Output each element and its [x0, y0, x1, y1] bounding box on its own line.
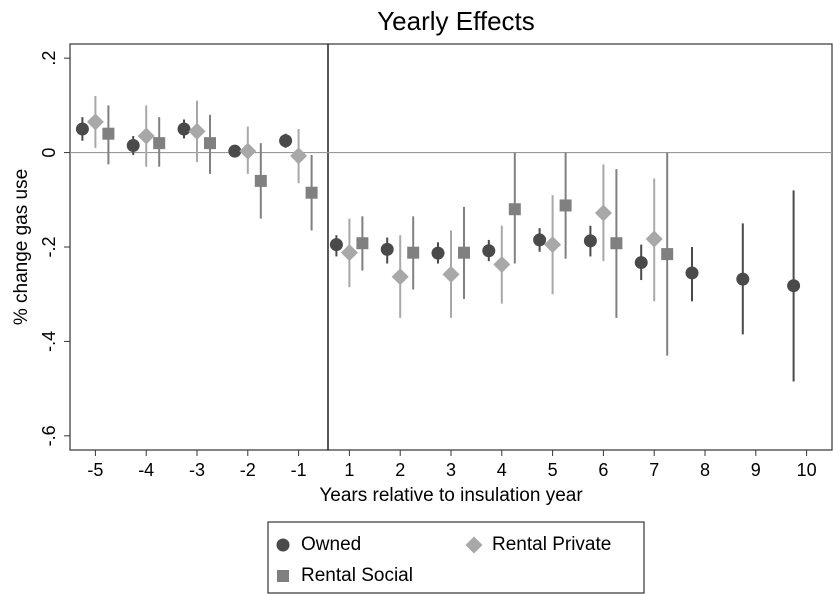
point [544, 236, 562, 254]
x-tick-label: 5 [548, 460, 558, 480]
point [228, 144, 242, 158]
legend-box [267, 521, 645, 594]
x-tick-label: -5 [87, 460, 103, 480]
point [533, 233, 547, 247]
chart-title: Yearly Effects [377, 6, 535, 36]
point [685, 266, 699, 280]
point [153, 137, 166, 150]
legend-marker [465, 536, 483, 554]
point [391, 268, 409, 286]
point [290, 147, 308, 165]
point [177, 122, 191, 136]
x-tick-label: -3 [189, 460, 205, 480]
point [583, 234, 597, 248]
point [86, 113, 104, 131]
point [75, 122, 89, 136]
point [594, 204, 612, 222]
point [736, 272, 750, 286]
legend-label: Rental Social [301, 565, 413, 586]
point [431, 246, 445, 260]
point [380, 242, 394, 256]
legend-label: Rental Private [492, 534, 611, 555]
legend-label: Owned [301, 534, 361, 555]
x-tick-label: 3 [446, 460, 456, 480]
x-tick-label: -1 [291, 460, 307, 480]
point [279, 134, 293, 148]
point [442, 265, 460, 283]
point [126, 139, 140, 152]
x-tick-label: 1 [344, 460, 354, 480]
point [482, 244, 496, 258]
x-tick-label: 6 [598, 460, 608, 480]
y-axis-label: % change gas use [11, 169, 32, 325]
x-tick-label: 2 [395, 460, 405, 480]
point [508, 203, 521, 216]
point [254, 174, 267, 187]
point [204, 137, 216, 150]
y-tick-label: 0 [39, 148, 59, 158]
y-tick-label: -.6 [39, 425, 59, 446]
point [305, 186, 318, 199]
x-tick-label: 9 [751, 460, 761, 480]
legend-marker [276, 538, 290, 552]
x-tick-label: 4 [497, 460, 507, 480]
y-tick-label: -.4 [39, 331, 59, 352]
x-axis-label: Years relative to insulation year [319, 485, 583, 506]
point [661, 248, 674, 261]
point [340, 244, 358, 262]
point [493, 255, 511, 273]
point [356, 237, 369, 250]
point [610, 237, 623, 250]
point [137, 127, 155, 145]
x-tick-label: 10 [797, 460, 817, 480]
y-tick-label: -.2 [39, 236, 59, 257]
point [239, 142, 257, 160]
point [329, 238, 343, 252]
point [188, 122, 206, 140]
point [407, 246, 420, 259]
point [645, 230, 663, 248]
x-tick-label: -4 [138, 460, 154, 480]
legend-marker [277, 570, 289, 582]
x-tick-label: -2 [240, 460, 256, 480]
x-tick-label: 7 [649, 460, 659, 480]
point [559, 199, 572, 212]
y-tick-label: .2 [39, 51, 59, 66]
point [787, 279, 801, 293]
point [634, 256, 648, 270]
point [102, 127, 115, 140]
point [458, 246, 470, 259]
x-tick-label: 8 [700, 460, 710, 480]
